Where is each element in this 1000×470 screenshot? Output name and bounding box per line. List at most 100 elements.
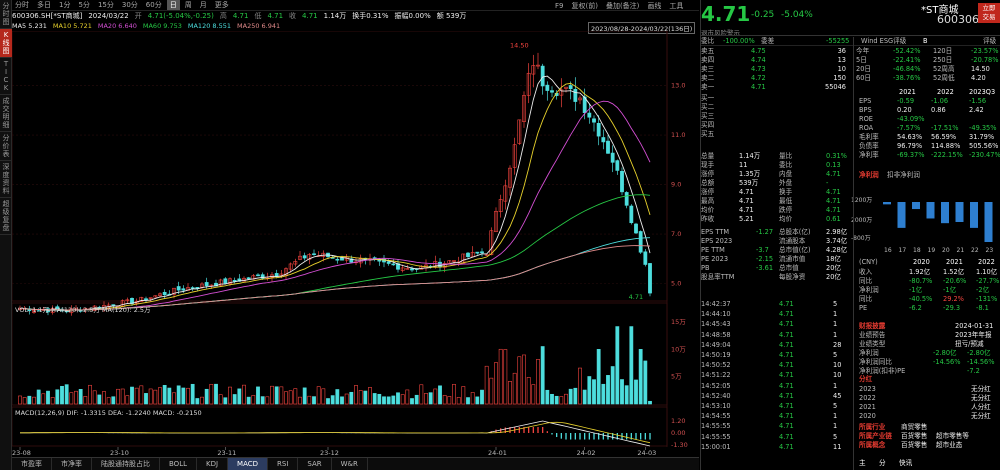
- sell-row-0-cell: 4.75: [751, 47, 766, 55]
- period-tab-6[interactable]: 60分: [145, 1, 162, 9]
- sell-row-0-cell: 36: [837, 47, 846, 55]
- fin-row-4-cell: 54.63%: [897, 133, 923, 141]
- candle-body: [405, 268, 410, 270]
- val-row-1-cell: 流通股本: [779, 237, 806, 245]
- candle-body: [494, 211, 498, 233]
- annual-header-cell: 2020: [913, 258, 930, 266]
- volume-bar: [405, 389, 410, 405]
- ma250-line: [20, 245, 651, 311]
- val-row-0: EPS TTM -1.27 总股本(亿) 2.98亿: [701, 228, 1000, 237]
- tool-item-2[interactable]: 叠加(备注): [605, 2, 640, 10]
- volume-bar: [120, 388, 125, 405]
- indicator-tab-2[interactable]: 陆股通持股占比: [92, 457, 160, 470]
- profit-axis-label: 2000万: [851, 217, 872, 224]
- fin-row-4-cell: 56.59%: [931, 133, 957, 141]
- kline-chart[interactable]: 13.0 11.0 9.0 7.0 5.0 14.50 4.71 VOL: 1.1万 MA(1…: [12, 31, 699, 457]
- candle-body: [466, 252, 470, 258]
- perf-row-3-cell: 4.20: [971, 74, 986, 82]
- report-row-5-cell: 净利润(扣非)PE: [859, 367, 906, 375]
- volume-bar: [284, 391, 288, 405]
- indicator-tab-3[interactable]: BOLL: [160, 457, 197, 470]
- annual-row-2-cell: -1亿: [909, 286, 923, 294]
- stats-row-4-cell: 涨停: [701, 188, 715, 196]
- dividend-row-2: 2021 人分红: [701, 403, 1000, 412]
- indicator-tab-4[interactable]: KDJ: [197, 457, 229, 470]
- divider: [701, 35, 1000, 36]
- order-ratio-row-cell: 委比: [701, 37, 715, 45]
- candle-body: [512, 144, 517, 168]
- volume-bar: [69, 392, 74, 405]
- volume-bar: [461, 386, 466, 405]
- volume-bar: [316, 386, 321, 405]
- candle-body: [648, 263, 652, 294]
- tool-item-4[interactable]: 工具: [669, 2, 684, 10]
- annual-row-0-cell: 收入: [859, 268, 873, 276]
- volume-bar: [573, 387, 578, 405]
- volume-bar: [643, 360, 648, 405]
- indicator-tab-8[interactable]: W&R: [332, 457, 368, 470]
- date-range-label[interactable]: 2023/08/28-2024/03/22(136日): [588, 22, 696, 34]
- stats-row-4-cell: 换手: [779, 188, 793, 196]
- industry-row-0-cell: 所属行业: [859, 423, 886, 431]
- volume-bar: [139, 385, 144, 405]
- price-change: -0.25: [751, 10, 775, 20]
- period-tab-7[interactable]: 日: [166, 0, 180, 10]
- order-ratio-row-cell: B: [923, 37, 928, 45]
- tick-row-1-cell: 1: [833, 310, 838, 319]
- tick-row-0-cell: 4.71: [779, 300, 794, 308]
- trade-now-button[interactable]: 立即 交易: [978, 3, 1000, 23]
- period-tab-5[interactable]: 30分: [121, 1, 138, 9]
- indicator-tab-7[interactable]: SAR: [298, 457, 332, 470]
- sidebar-item-6[interactable]: 超级复盘: [0, 198, 12, 235]
- candle-body: [592, 118, 596, 123]
- perf-row-1-cell: -20.78%: [971, 56, 999, 64]
- indicator-tab-1[interactable]: 市净率: [52, 457, 92, 470]
- period-tab-9[interactable]: 月: [199, 1, 207, 9]
- tick-row-13-cell: 4.71: [779, 432, 794, 441]
- period-tab-3[interactable]: 5分: [78, 1, 90, 9]
- date-tick-label: 23-10: [110, 449, 129, 457]
- sidebar-item-0[interactable]: 分时图: [0, 0, 12, 29]
- indicator-tab-6[interactable]: RSI: [268, 457, 299, 470]
- tool-item-0[interactable]: F9: [555, 2, 564, 10]
- fin-row-5: 负债率 96.79% 114.88% 505.56%: [701, 142, 1000, 151]
- profit-bar: [941, 202, 949, 224]
- volume-bar: [456, 397, 461, 405]
- sidebar-item-4[interactable]: 分价表: [0, 132, 12, 161]
- period-tab-1[interactable]: 多日: [37, 1, 51, 9]
- indicator-tab-0[interactable]: 市盈率: [12, 457, 52, 470]
- period-tab-10[interactable]: 更多: [214, 1, 229, 9]
- stats-row-0-cell: 总量: [701, 152, 715, 160]
- sell-row-3: 卖二 4.72 150: [701, 74, 1000, 83]
- tick-row-13-cell: 5: [833, 432, 838, 441]
- sidebar-item-5[interactable]: 深度资料: [0, 161, 12, 198]
- fin-row-5-cell: 114.88%: [931, 142, 961, 150]
- ma10-label: MA10 5.721: [52, 22, 92, 30]
- period-tab-2[interactable]: 1分: [59, 1, 71, 9]
- report-row-4-cell: -14.56%: [967, 358, 995, 366]
- sidebar-item-3[interactable]: 成交明细: [0, 95, 12, 132]
- indicator-tab-5[interactable]: MACD: [228, 457, 269, 470]
- low-value: 4.71: [267, 12, 284, 20]
- period-tab-8[interactable]: 周: [184, 1, 192, 9]
- val-row-1-cell: 3.74亿: [826, 237, 848, 245]
- sell-row-4-cell: 55046: [825, 83, 846, 91]
- tick-row-1-cell: 14:44:10: [701, 310, 731, 319]
- candle-body: [307, 254, 312, 260]
- period-tab-0[interactable]: 分时: [15, 1, 29, 9]
- tick-row-12-cell: 1: [833, 422, 838, 431]
- fin-row-0-cell: -1.06: [931, 97, 949, 105]
- perf-row-3: 60日 -38.76% 52周低 4.20: [701, 74, 1000, 83]
- tool-item-1[interactable]: 复权(前): [571, 2, 598, 10]
- volume-bar: [503, 349, 508, 405]
- stats-row-7-cell: 0.61: [826, 215, 841, 223]
- tool-item-3[interactable]: 画线: [647, 2, 662, 10]
- report-row-3-cell: -2.80亿: [933, 349, 957, 357]
- volume-bar: [251, 395, 256, 405]
- report-row-1-cell: 业绩预告: [859, 331, 886, 339]
- period-tab-4[interactable]: 15分: [97, 1, 114, 9]
- buy-row-3-cell: 买四: [701, 121, 715, 129]
- tick-row-11-cell: 1: [833, 412, 838, 421]
